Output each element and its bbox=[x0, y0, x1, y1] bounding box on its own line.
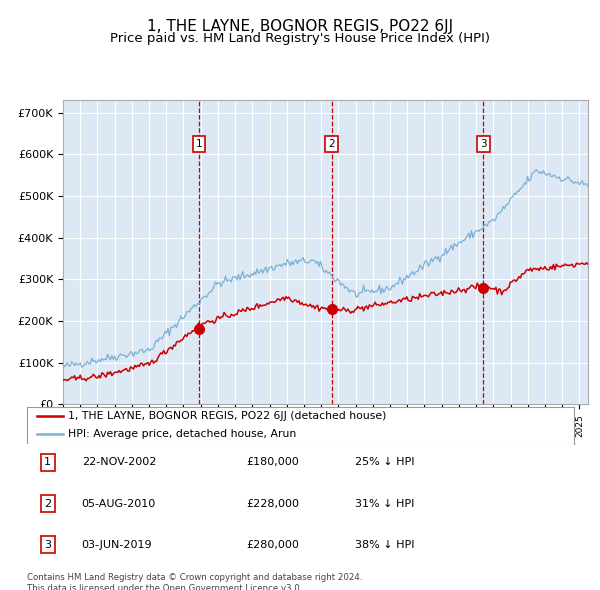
Text: 31% ↓ HPI: 31% ↓ HPI bbox=[355, 499, 415, 509]
Text: £280,000: £280,000 bbox=[246, 540, 299, 550]
Text: 3: 3 bbox=[44, 540, 51, 550]
Text: 1, THE LAYNE, BOGNOR REGIS, PO22 6JJ: 1, THE LAYNE, BOGNOR REGIS, PO22 6JJ bbox=[147, 19, 453, 34]
Text: 22-NOV-2002: 22-NOV-2002 bbox=[82, 457, 156, 467]
Text: 05-AUG-2010: 05-AUG-2010 bbox=[82, 499, 156, 509]
Text: 1: 1 bbox=[44, 457, 51, 467]
Text: 2: 2 bbox=[328, 139, 335, 149]
Text: 1, THE LAYNE, BOGNOR REGIS, PO22 6JJ (detached house): 1, THE LAYNE, BOGNOR REGIS, PO22 6JJ (de… bbox=[68, 411, 386, 421]
Text: 3: 3 bbox=[480, 139, 487, 149]
Text: Price paid vs. HM Land Registry's House Price Index (HPI): Price paid vs. HM Land Registry's House … bbox=[110, 32, 490, 45]
Text: 2: 2 bbox=[44, 499, 52, 509]
Text: 25% ↓ HPI: 25% ↓ HPI bbox=[355, 457, 415, 467]
Text: 38% ↓ HPI: 38% ↓ HPI bbox=[355, 540, 415, 550]
Text: 03-JUN-2019: 03-JUN-2019 bbox=[82, 540, 152, 550]
Text: £228,000: £228,000 bbox=[246, 499, 299, 509]
Text: 1: 1 bbox=[196, 139, 202, 149]
Text: HPI: Average price, detached house, Arun: HPI: Average price, detached house, Arun bbox=[68, 429, 296, 439]
Text: Contains HM Land Registry data © Crown copyright and database right 2024.
This d: Contains HM Land Registry data © Crown c… bbox=[27, 573, 362, 590]
Text: £180,000: £180,000 bbox=[246, 457, 299, 467]
